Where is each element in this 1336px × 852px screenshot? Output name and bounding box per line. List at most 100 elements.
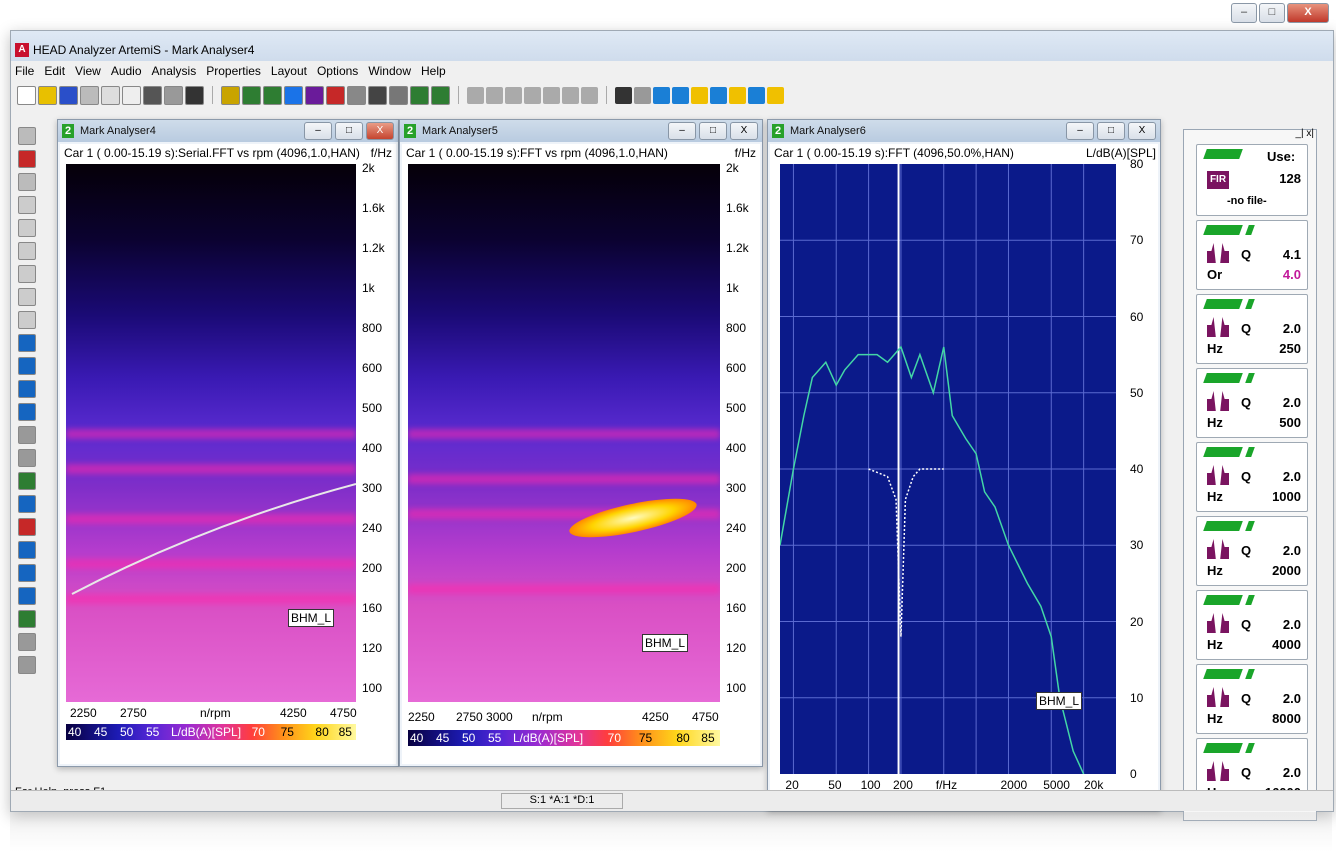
window-title-bar[interactable]: 2 Mark Analyser4 – □ X [58, 120, 398, 142]
side-tool-icon[interactable] [18, 633, 36, 651]
side-tool-icon[interactable] [18, 587, 36, 605]
maximize-button[interactable]: □ [1259, 3, 1285, 23]
side-tool-icon[interactable] [18, 150, 36, 168]
side-tool-icon[interactable] [18, 196, 36, 214]
play-icon[interactable] [263, 85, 282, 105]
layout-tool-icon[interactable] [543, 86, 560, 104]
fft-plot[interactable]: BHM_L [780, 164, 1116, 774]
filter-slot[interactable]: Q 2.0 Hz 4000 [1196, 590, 1308, 660]
side-tool-icon[interactable] [18, 265, 36, 283]
side-tool-icon[interactable] [18, 541, 36, 559]
maximize-button[interactable]: □ [1097, 122, 1125, 140]
layout-icon[interactable] [221, 85, 240, 105]
menu-edit[interactable]: Edit [44, 64, 66, 78]
window-title-bar[interactable]: 2 Mark Analyser5 – □ X [400, 120, 762, 142]
layout-tool-icon[interactable] [581, 86, 598, 104]
menu-audio[interactable]: Audio [110, 64, 142, 78]
side-tool-icon[interactable] [18, 610, 36, 628]
window-title-bar[interactable]: 2 Mark Analyser6 – □ X [768, 120, 1160, 142]
context-help-icon[interactable] [185, 85, 204, 105]
menu-analysis[interactable]: Analysis [151, 64, 197, 78]
open-icon[interactable] [38, 85, 57, 105]
filter-icon[interactable] [326, 85, 345, 105]
filter-slot[interactable]: Q 2.0 Hz 1000 [1196, 442, 1308, 512]
minimize-button[interactable]: – [1066, 122, 1094, 140]
menu-properties[interactable]: Properties [206, 64, 261, 78]
fir-slot[interactable]: Use: FIR 128 -no file- [1196, 144, 1308, 216]
close-button[interactable]: X [1287, 3, 1329, 23]
side-tool-icon[interactable] [18, 357, 36, 375]
db-icon[interactable] [242, 85, 261, 105]
cursor-icon[interactable] [389, 85, 408, 105]
save-icon[interactable] [59, 85, 78, 105]
new-icon[interactable] [17, 85, 36, 105]
view-tool-icon[interactable] [729, 86, 746, 104]
filter-slot[interactable]: Q 2.0 Hz 2000 [1196, 516, 1308, 586]
menu-options[interactable]: Options [316, 64, 359, 78]
side-tool-icon[interactable] [18, 403, 36, 421]
filter-slot[interactable]: Q 2.0 Hz 8000 [1196, 664, 1308, 734]
cut-icon[interactable] [80, 85, 99, 105]
filter-slot[interactable]: Q 2.0 Hz 500 [1196, 368, 1308, 438]
print-icon[interactable] [164, 85, 183, 105]
side-tool-icon[interactable] [18, 242, 36, 260]
view-tool-icon[interactable] [767, 86, 784, 104]
close-button[interactable]: X [1128, 122, 1156, 140]
layout-tool-icon[interactable] [505, 86, 522, 104]
side-tool-icon[interactable] [18, 426, 36, 444]
layout-tool-icon[interactable] [562, 86, 579, 104]
layout-tool-icon[interactable] [486, 86, 503, 104]
paste-icon[interactable] [122, 85, 141, 105]
channel-label: BHM_L [1036, 692, 1083, 710]
side-tool-icon[interactable] [18, 127, 36, 145]
chart-icon[interactable] [347, 85, 366, 105]
layout-tool-icon[interactable] [467, 86, 484, 104]
minimize-button[interactable]: – [1231, 3, 1257, 23]
maximize-button[interactable]: □ [335, 122, 363, 140]
side-tool-icon[interactable] [18, 472, 36, 490]
record-icon[interactable] [431, 85, 450, 105]
view-tool-icon[interactable] [615, 86, 632, 104]
q-value: 2.0 [1282, 617, 1301, 632]
menu-file[interactable]: File [15, 64, 35, 78]
copy-icon[interactable] [101, 85, 120, 105]
side-tool-icon[interactable] [18, 219, 36, 237]
filter-slot[interactable]: Q 4.1 Or 4.0 [1196, 220, 1308, 290]
filter-slot[interactable]: Q 2.0 Hz 250 [1196, 294, 1308, 364]
side-tool-icon[interactable] [18, 380, 36, 398]
side-tool-icon[interactable] [18, 495, 36, 513]
view-tool-icon[interactable] [748, 86, 765, 104]
view-tool-icon[interactable] [672, 86, 689, 104]
view-tool-icon[interactable] [653, 86, 670, 104]
menu-view[interactable]: View [75, 64, 101, 78]
side-tool-icon[interactable] [18, 564, 36, 582]
menu-window[interactable]: Window [368, 64, 411, 78]
side-tool-icon[interactable] [18, 311, 36, 329]
panel-close[interactable]: _| x| [1295, 128, 1314, 139]
grid-icon[interactable] [368, 85, 387, 105]
minimize-button[interactable]: – [668, 122, 696, 140]
view-tool-icon[interactable] [691, 86, 708, 104]
menu-help[interactable]: Help [421, 64, 446, 78]
frequency-value: 500 [1279, 415, 1301, 430]
side-tool-icon[interactable] [18, 173, 36, 191]
close-button[interactable]: X [366, 122, 394, 140]
side-tool-icon[interactable] [18, 449, 36, 467]
maximize-button[interactable]: □ [699, 122, 727, 140]
side-tool-icon[interactable] [18, 288, 36, 306]
view-tool-icon[interactable] [710, 86, 727, 104]
export-icon[interactable] [410, 85, 429, 105]
view-tool-icon[interactable] [634, 86, 651, 104]
side-tool-icon[interactable] [18, 518, 36, 536]
window-icon[interactable] [305, 85, 324, 105]
spectrogram[interactable]: BHM_L [408, 164, 720, 702]
layout-tool-icon[interactable] [524, 86, 541, 104]
help-icon[interactable] [143, 85, 162, 105]
side-tool-icon[interactable] [18, 334, 36, 352]
close-button[interactable]: X [730, 122, 758, 140]
analysis-icon[interactable] [284, 85, 303, 105]
menu-layout[interactable]: Layout [270, 64, 307, 78]
side-tool-icon[interactable] [18, 656, 36, 674]
spectrogram[interactable]: BHM_L [66, 164, 356, 702]
minimize-button[interactable]: – [304, 122, 332, 140]
